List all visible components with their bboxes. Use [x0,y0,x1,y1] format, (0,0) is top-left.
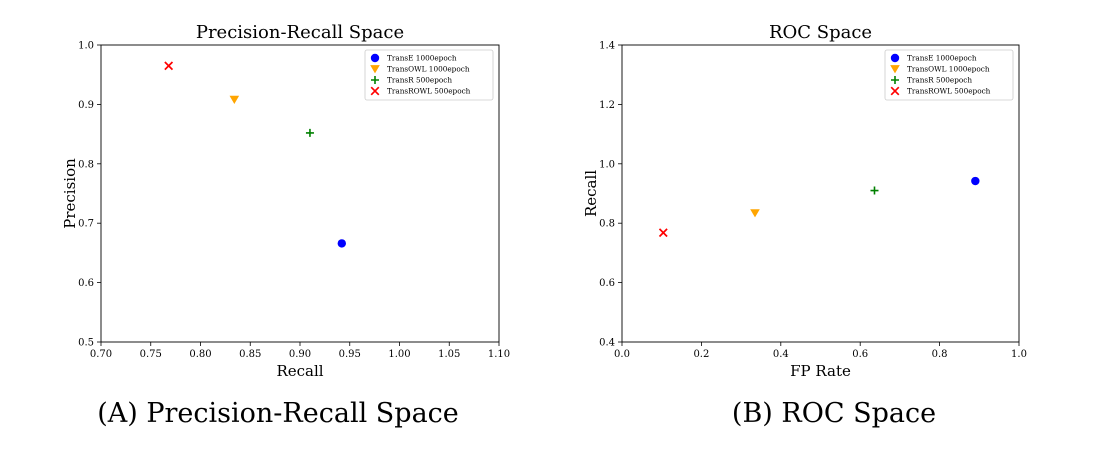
x-tick-label: 1.05 [438,349,460,360]
point-transowl-1000epoch [229,95,240,104]
figure-precision-recall: Precision-Recall Space 0.70 0.75 0.80 0.85 0.… [0,0,556,404]
y-tick-label: 1.2 [599,100,615,111]
point-transe-1000epoch [337,239,346,248]
x-tick-label: 0.2 [693,349,709,360]
legend-entry-transr-500epoch: TransR 500epoch [907,76,972,85]
chart-title: ROC Space [769,22,872,43]
x-tick-label: 0.90 [289,349,311,360]
y-tick-label: 1.0 [78,41,94,52]
x-tick-label: 0.70 [90,349,112,360]
x-axis-label: Recall [276,362,323,380]
x-tick-label: 1.10 [488,349,510,360]
point-transrowl-500epoch [164,61,174,71]
y-tick-label: 0.9 [78,100,94,111]
legend-marker-transe-1000epoch [890,53,900,63]
legend-marker-transrowl-500epoch [370,86,380,96]
x-tick-label: 1.00 [388,349,410,360]
legend-entry-transe-1000epoch: TransE 1000epoch [387,54,457,63]
legend-entry-transowl-1000epoch: TransOWL 1000epoch [907,65,990,74]
y-axis-label: Recall [582,170,600,217]
y-tick-label: 0.4 [599,338,615,349]
figure-roc: ROC Space 0.0 0.2 0.4 0.6 0.8 1.0 0.4 0.6 0.8 1.0 1… [556,0,1112,404]
plot-frame [621,44,1020,343]
x-tick-label: 0.75 [140,349,162,360]
legend: TransE 1000epoch TransOWL 1000epoch TransR… [884,49,1014,101]
x-tick-label: 0.6 [852,349,868,360]
legend-marker-transe-1000epoch [370,53,380,63]
legend-box [884,49,1014,101]
caption-roc: (B) ROC Space [731,398,937,429]
legend-entry-transe-1000epoch: TransE 1000epoch [907,54,977,63]
x-tick-label: 0.4 [773,349,789,360]
x-tick-label: 0.85 [239,349,261,360]
legend-box [364,49,494,101]
x-tick-label: 0.0 [614,349,630,360]
x-axis-label: FP Rate [790,362,851,380]
y-tick-label: 0.6 [599,278,615,289]
x-tick-label: 0.95 [339,349,361,360]
legend-entry-transr-500epoch: TransR 500epoch [387,76,452,85]
roc-chart: ROC Space 0.0 0.2 0.4 0.6 0.8 1.0 0.4 0.6 0.8 1.0 1… [582,22,1027,380]
legend-entry-transrowl-500epoch: TransROWL 500epoch [907,87,991,96]
y-tick-label: 1.0 [599,159,615,170]
precision-recall-chart: Precision-Recall Space 0.70 0.75 0.80 0.85 0.… [61,22,510,380]
x-tick-label: 0.8 [932,349,948,360]
y-tick-label: 0.8 [78,159,94,170]
y-tick-label: 0.6 [78,278,94,289]
point-transe-1000epoch [971,176,980,186]
point-transr-500epoch [870,186,879,195]
legend-marker-transowl-1000epoch [370,65,380,74]
y-tick-label: 0.5 [78,338,94,349]
data-points [658,176,980,238]
legend-marker-transowl-1000epoch [890,65,900,74]
point-transrowl-500epoch [658,228,668,238]
legend-marker-transr-500epoch [371,76,379,84]
y-tick-label: 0.8 [599,219,615,230]
data-points [164,61,346,248]
chart-title: Precision-Recall Space [196,22,404,43]
legend-marker-transr-500epoch [891,76,899,84]
x-tick-label: 1.0 [1011,349,1027,360]
caption-precision-recall: (A) Precision-Recall Space [97,398,459,429]
legend-entry-transowl-1000epoch: TransOWL 1000epoch [387,65,470,74]
x-tick-label: 0.80 [189,349,211,360]
y-axis-label: Precision [61,158,79,229]
point-transowl-1000epoch [750,209,760,218]
legend-entry-transrowl-500epoch: TransROWL 500epoch [387,87,471,96]
y-tick-label: 1.4 [599,41,615,52]
legend: TransE 1000epoch TransOWL 1000epoch TransR… [364,49,494,101]
legend-marker-transrowl-500epoch [890,86,900,96]
point-transr-500epoch [305,128,314,137]
y-tick-label: 0.7 [78,219,94,230]
